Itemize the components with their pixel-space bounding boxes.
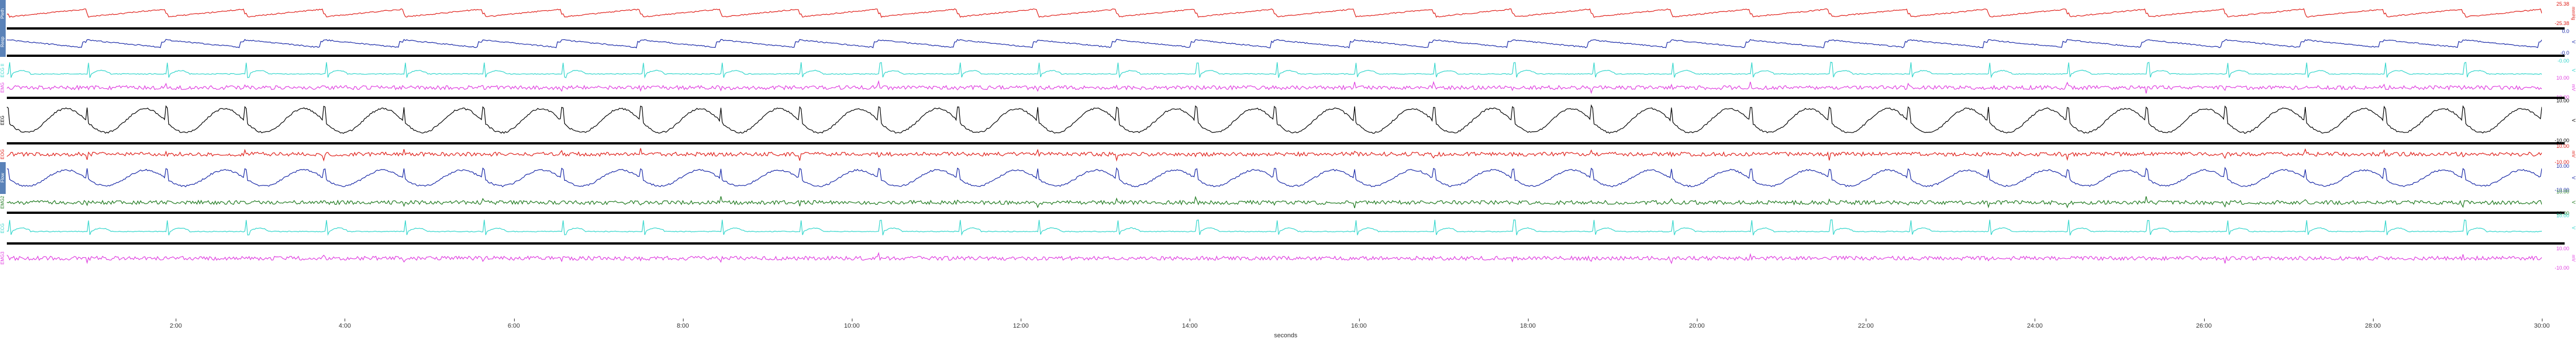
- signal-trace[interactable]: [7, 245, 2542, 272]
- signal-line: [7, 39, 2542, 49]
- channel-ch5[interactable]: EEG 10.00 -10.00 V: [0, 97, 2576, 144]
- channel-unit-label: mmHg: [2571, 7, 2576, 20]
- channel-name-label[interactable]: Pleth: [0, 0, 6, 27]
- time-tick-label: 8:00: [677, 323, 689, 329]
- time-tick-label: 28:00: [2365, 323, 2381, 329]
- signal-trace[interactable]: [7, 74, 2542, 101]
- scale-value: 25.38: [2556, 1, 2569, 7]
- time-axis: 2:00 4:00 6:00 8:00 10:00 12:00 14:00 16:00 18:0…: [7, 319, 2565, 343]
- scale-value: 10.00: [2556, 143, 2569, 149]
- time-tick-label: 18:00: [1520, 323, 1536, 329]
- signal-line: [7, 80, 2542, 94]
- signal-line: [7, 167, 2542, 188]
- channel-unit-label: mV: [2571, 151, 2576, 158]
- scale-value: -10.00: [2554, 138, 2569, 143]
- channel-frame: [7, 27, 2565, 57]
- signal-trace[interactable]: [7, 57, 2542, 84]
- time-tick: [682, 319, 684, 321]
- scale-value: -10.00: [2554, 159, 2569, 165]
- scale-value: 10.00: [2556, 246, 2569, 251]
- channel-unit-label: V: [2571, 176, 2576, 180]
- signal-trace[interactable]: [7, 212, 2542, 245]
- scale-value: 10.00: [2556, 189, 2569, 195]
- channel-unit-label: V: [2571, 226, 2576, 230]
- time-tick-label: 14:00: [1182, 323, 1198, 329]
- channel-ch6[interactable]: EOG 10.00 -10.00 mV: [0, 142, 2576, 166]
- channel-ch1[interactable]: Pleth 25.38 -25.38 mmHg: [0, 0, 2576, 27]
- time-tick-label: 6:00: [507, 323, 520, 329]
- time-tick: [2372, 319, 2374, 321]
- time-tick-label: 16:00: [1351, 323, 1367, 329]
- scale-value: 10.00: [2556, 163, 2569, 169]
- time-tick-label: 20:00: [1689, 323, 1705, 329]
- scale-value: -10.00: [2554, 265, 2569, 271]
- signal-line: [7, 251, 2542, 265]
- channel-ch3[interactable]: ECG II -0.00 V: [0, 57, 2576, 84]
- time-tick-label: 10:00: [844, 323, 860, 329]
- scale-value: -10.00: [2554, 187, 2569, 193]
- channel-ch10[interactable]: EMG3 10.00 -10.00 mV: [0, 245, 2576, 272]
- channel-unit-label: mV: [2571, 84, 2576, 91]
- signal-line: [7, 104, 2542, 134]
- signal-trace[interactable]: [7, 97, 2542, 144]
- channel-ch2[interactable]: Resp 0.0 -0.0 V: [0, 27, 2576, 57]
- time-axis-title: seconds: [1274, 332, 1298, 339]
- time-tick-label: 2:00: [169, 323, 182, 329]
- time-tick: [2204, 319, 2205, 321]
- channel-frame: [7, 97, 2565, 144]
- channel-unit-label: V: [2571, 201, 2576, 204]
- signal-trace[interactable]: [7, 27, 2542, 57]
- scale-value: -25.38: [2554, 20, 2569, 26]
- channel-ch7[interactable]: Flow 10.00 -10.00 V: [0, 162, 2576, 194]
- scale-value: -0.0: [2560, 50, 2569, 56]
- channel-ch9[interactable]: ECG 10.00 V: [0, 212, 2576, 245]
- channel-unit-label: mV: [2571, 255, 2576, 262]
- scale-value: 10.00: [2556, 75, 2569, 81]
- scale-value: -0.00: [2557, 58, 2569, 64]
- channel-frame: [7, 212, 2565, 245]
- signal-trace[interactable]: [7, 0, 2542, 27]
- time-tick: [1359, 319, 1360, 321]
- time-tick: [1527, 319, 1529, 321]
- signal-line: [7, 196, 2542, 209]
- channel-name-label[interactable]: Resp: [0, 27, 6, 57]
- channel-unit-label: V: [2571, 69, 2576, 72]
- scale-value: 10.00: [2556, 98, 2569, 104]
- channel-unit-label: V: [2571, 119, 2576, 122]
- channel-name-label[interactable]: EMG3: [0, 251, 5, 265]
- time-tick-label: 12:00: [1013, 323, 1029, 329]
- time-tick-label: 22:00: [1858, 323, 1874, 329]
- signal-trace[interactable]: [7, 142, 2542, 166]
- signal-line: [7, 219, 2542, 236]
- scale-value: 0.0: [2562, 28, 2569, 34]
- signal-line: [7, 61, 2542, 78]
- channel-name-label[interactable]: ECG: [0, 223, 5, 233]
- time-tick: [513, 319, 515, 321]
- signal-trace[interactable]: [7, 162, 2542, 194]
- time-tick-label: 26:00: [2196, 323, 2212, 329]
- time-tick-label: 30:00: [2534, 323, 2550, 329]
- channel-name-label[interactable]: EEG: [0, 115, 5, 126]
- signal-line: [7, 148, 2542, 162]
- signal-trace[interactable]: [7, 188, 2542, 217]
- time-tick-label: 4:00: [338, 323, 351, 329]
- channel-unit-label: V: [2571, 40, 2576, 44]
- scale-value: 10.00: [2556, 213, 2569, 218]
- time-tick-label: 24:00: [2027, 323, 2043, 329]
- signal-line: [7, 8, 2542, 18]
